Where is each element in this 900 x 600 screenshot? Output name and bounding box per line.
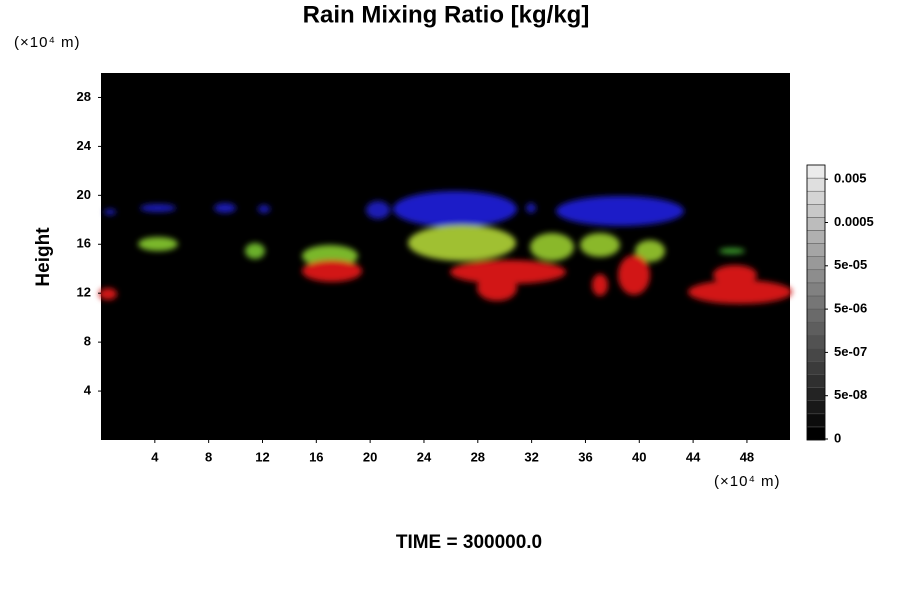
chart-title: Rain Mixing Ratio [kg/kg]: [303, 1, 590, 28]
field-region: [104, 209, 116, 215]
colorbar-tick-label: 5e-08: [834, 387, 867, 402]
y-tick-label: 20: [77, 187, 91, 202]
field-region: [618, 255, 650, 295]
colorbar-frame: [806, 164, 826, 441]
colorbar-tick-label: 0.0005: [834, 214, 874, 229]
colorbar-tick-label: 0: [834, 430, 841, 445]
colorbar-cell: [806, 190, 826, 205]
field-region: [688, 280, 792, 304]
y-tick-label: 8: [84, 334, 91, 349]
colorbar-cell: [806, 256, 826, 271]
colorbar-cell: [806, 217, 826, 231]
footer: TIME = 300000.0: [396, 532, 542, 553]
colorbar-cell: [806, 400, 826, 415]
colorbar-cell: [806, 413, 826, 428]
y-tick-label: 4: [84, 383, 92, 398]
y-tick-label: 28: [77, 89, 91, 104]
x-tick-label: 36: [578, 449, 592, 464]
colorbar-cell: [806, 230, 826, 244]
field-region: [580, 233, 620, 257]
field-region: [214, 203, 236, 213]
colorbar-tick-label: 5e-07: [834, 344, 867, 359]
field-region: [245, 243, 265, 259]
colorbar-cell: [806, 282, 826, 297]
colorbar-tick-label: 5e-05: [834, 257, 867, 272]
colorbar-cell: [806, 204, 826, 218]
colorbar-cell: [806, 334, 826, 349]
field-region: [530, 233, 574, 261]
field-region: [366, 201, 390, 219]
x-tick-label: 48: [740, 449, 754, 464]
field-region: [99, 288, 117, 300]
field-region: [719, 248, 745, 254]
colorbar-cell: [806, 177, 826, 192]
x-tick-label: 28: [471, 449, 485, 464]
field-region: [140, 204, 176, 212]
x-tick-label: 4: [151, 449, 159, 464]
x-tick-label: 32: [524, 449, 538, 464]
y-axis-label: Height: [33, 227, 54, 287]
colorbar-cell: [806, 243, 826, 257]
x-tick-label: 24: [417, 449, 432, 464]
x-tick-label: 40: [632, 449, 646, 464]
field-region: [635, 240, 665, 262]
field-region: [713, 265, 757, 285]
field-region: [450, 260, 566, 284]
field-region: [408, 225, 516, 261]
colorbar-cell: [806, 321, 826, 336]
colorbar-cell: [806, 361, 826, 375]
field-region: [477, 275, 517, 301]
field-region: [556, 196, 684, 226]
x-tick-label: 12: [255, 449, 269, 464]
y-tick-label: 16: [77, 236, 91, 251]
field-region: [393, 191, 517, 227]
colorbar-tick-label: 5e-06: [834, 301, 867, 316]
colorbar-cell: [806, 374, 826, 388]
colorbar-cell: [806, 164, 826, 179]
x-tick-label: 8: [205, 449, 212, 464]
y-tick-label: 12: [77, 285, 91, 300]
colorbar-cell: [806, 426, 826, 441]
field-region: [258, 205, 270, 213]
colorbar-cell: [806, 348, 826, 362]
field-region: [302, 260, 362, 282]
colorbar-tick-label: 0.005: [834, 171, 867, 186]
x-tick-label: 16: [309, 449, 323, 464]
colorbar-cell: [806, 295, 826, 310]
field-region: [138, 237, 178, 251]
colorbar-cell: [806, 308, 826, 323]
colorbar-cell: [806, 269, 826, 284]
x-tick-label: 44: [686, 449, 701, 464]
field: [99, 191, 792, 304]
colorbar-cell: [806, 387, 826, 401]
field-region: [526, 203, 536, 213]
x-tick-label: 20: [363, 449, 377, 464]
y-tick-label: 24: [77, 138, 92, 153]
field-region: [592, 274, 608, 296]
x-unit: (×10⁴ m): [714, 473, 781, 490]
y-unit: (×10⁴ m): [14, 34, 81, 51]
